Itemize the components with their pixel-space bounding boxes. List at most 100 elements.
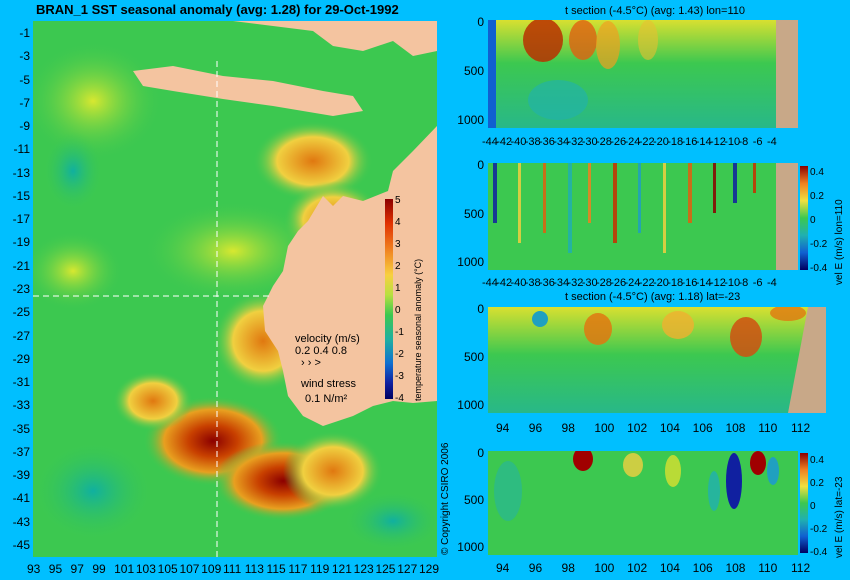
colorbar-tick: 1: [395, 283, 401, 294]
land-java: [133, 66, 363, 116]
colorbar-tick: -4: [395, 393, 404, 404]
x-tick-label: -18: [667, 277, 684, 289]
x-tick-label: 112: [791, 561, 811, 575]
y-tick-label: -27: [12, 328, 30, 343]
y-tick-label: 500: [463, 493, 484, 507]
panel4-colorbar: [800, 453, 808, 553]
x-tick-label: 101: [114, 562, 135, 576]
x-tick-label: 97: [70, 562, 84, 576]
x-tick-label: -28: [596, 136, 612, 148]
panel3-title: t section (-4.5°C) (avg: 1.18) lat=-23: [565, 291, 741, 303]
y-tick-label: 500: [463, 64, 484, 78]
y-tick-label: -43: [12, 514, 30, 529]
x-tick-label: -24: [624, 136, 641, 148]
panel1-y-axis: 0 500 1000: [450, 16, 486, 128]
x-tick-label: 106: [692, 561, 713, 575]
x-tick-label: 104: [659, 421, 680, 435]
sst-anomaly-map[interactable]: 5 4 3 2 1 0 -1 -2 -3 -4 temperature seas…: [33, 21, 437, 557]
x-tick-label: -20: [653, 136, 669, 148]
colorbar-tick: 5: [395, 195, 401, 206]
x-tick-label: -24: [624, 277, 641, 289]
sst-anomaly-field: [33, 21, 437, 557]
panel1-x-axis: -44 -42 -40 -38 -36 -34 -32 -30 -28 -26 -24 -22 -20-…: [482, 136, 798, 150]
panel4-colorbar-ticks: 0.4 0.2 0 -0.2 -0.4: [810, 451, 832, 558]
y-tick-label: 0: [477, 446, 484, 460]
y-tick-label: 0: [477, 15, 484, 29]
x-tick-label: 123: [353, 562, 374, 576]
y-tick-label: -9: [19, 119, 30, 134]
x-tick-label: -32: [567, 277, 584, 289]
x-tick-label: 110: [758, 561, 778, 575]
x-tick-label: 111: [223, 562, 242, 576]
vel-section-lat-panel[interactable]: [488, 451, 798, 555]
panel2-colorbar-ticks: 0.4 0.2 0 -0.2 -0.4: [810, 163, 832, 274]
t-section-lat-panel[interactable]: [488, 307, 826, 413]
colorbar-tick: 2: [395, 261, 401, 272]
x-tick-label: 103: [135, 562, 156, 576]
colorbar-tick: 4: [395, 217, 401, 228]
y-tick-label: -3: [19, 49, 30, 64]
x-tick-label: 113: [244, 562, 264, 576]
colorbar-tick: 0: [810, 215, 816, 226]
x-tick-label: -30: [581, 136, 598, 148]
sst-colorbar-ticks: 5 4 3 2 1 0 -1 -2 -3 -4: [395, 195, 407, 405]
x-tick-label: -8: [738, 136, 749, 148]
colorbar-tick: 3: [395, 239, 401, 250]
x-tick-label: 115: [266, 562, 286, 576]
y-tick-label: -7: [19, 95, 30, 110]
vel-section-lon-panel[interactable]: [488, 163, 798, 270]
y-tick-label: 0: [477, 158, 484, 172]
y-tick-label: 1000: [457, 540, 484, 554]
t-section-lon-panel[interactable]: [488, 20, 798, 128]
y-tick-label: 0: [477, 302, 484, 316]
x-tick-label: -42: [496, 277, 513, 289]
x-tick-label: -12: [710, 277, 726, 289]
land-indonesia: [103, 21, 437, 56]
colorbar-tick: -3: [395, 371, 404, 382]
x-tick-label: 121: [331, 562, 352, 576]
y-tick-label: -29: [12, 351, 30, 366]
y-tick-label: -21: [12, 258, 30, 273]
colorbar-tick: 0: [810, 501, 816, 512]
x-tick-label: 96: [528, 421, 543, 435]
x-tick-label: 127: [397, 562, 418, 576]
colorbar-tick: -0.2: [810, 239, 828, 250]
colorbar-tick: 0.2: [810, 191, 824, 202]
y-tick-label: 500: [463, 206, 484, 221]
x-tick-label: -36: [539, 136, 555, 148]
colorbar-tick: 0: [395, 305, 401, 316]
y-tick-label: -41: [12, 491, 30, 506]
vel-section-lon-field: [488, 163, 798, 270]
panel4-colorbar-label: vel E (m/s) lat=-23: [834, 476, 845, 558]
colorbar-tick: -0.2: [810, 524, 828, 535]
x-tick-label: 99: [92, 562, 106, 576]
y-tick-label: -39: [12, 468, 30, 483]
sst-colorbar: [385, 199, 393, 399]
x-tick-label: -16: [681, 277, 698, 289]
x-tick-label: -14: [695, 277, 712, 289]
x-tick-label: -38: [524, 277, 541, 289]
colorbar-tick: -0.4: [810, 263, 828, 274]
velocity-legend-values: 0.2 0.4 0.8: [295, 345, 347, 357]
y-tick-label: -19: [12, 235, 30, 250]
y-tick-label: -45: [12, 538, 30, 552]
t-section-lat-field: [488, 307, 826, 413]
wind-legend-title: wind stress: [301, 378, 357, 390]
x-tick-label: 125: [375, 562, 396, 576]
panel1-title: t section (-4.5°C) (avg: 1.43) lon=110: [565, 5, 745, 17]
map-title: BRAN_1 SST seasonal anomaly (avg: 1.28) …: [36, 2, 399, 17]
y-tick-label: -17: [12, 212, 30, 227]
x-tick-label: 102: [627, 421, 648, 435]
x-tick-label: -10: [724, 277, 741, 289]
colorbar-tick: -2: [395, 349, 404, 360]
panel2-y-axis: 0 500 1000: [450, 159, 486, 270]
y-tick-label: 500: [463, 350, 484, 364]
x-tick-label: -28: [596, 277, 612, 289]
y-tick-label: -15: [12, 188, 30, 203]
panel3-y-axis: 0 500 1000: [450, 303, 486, 413]
x-tick-label: -36: [539, 277, 555, 289]
x-tick-label: -6: [752, 136, 763, 148]
y-tick-label: -11: [13, 142, 30, 157]
x-tick-label: -22: [638, 136, 655, 148]
x-tick-label: 105: [157, 562, 178, 576]
